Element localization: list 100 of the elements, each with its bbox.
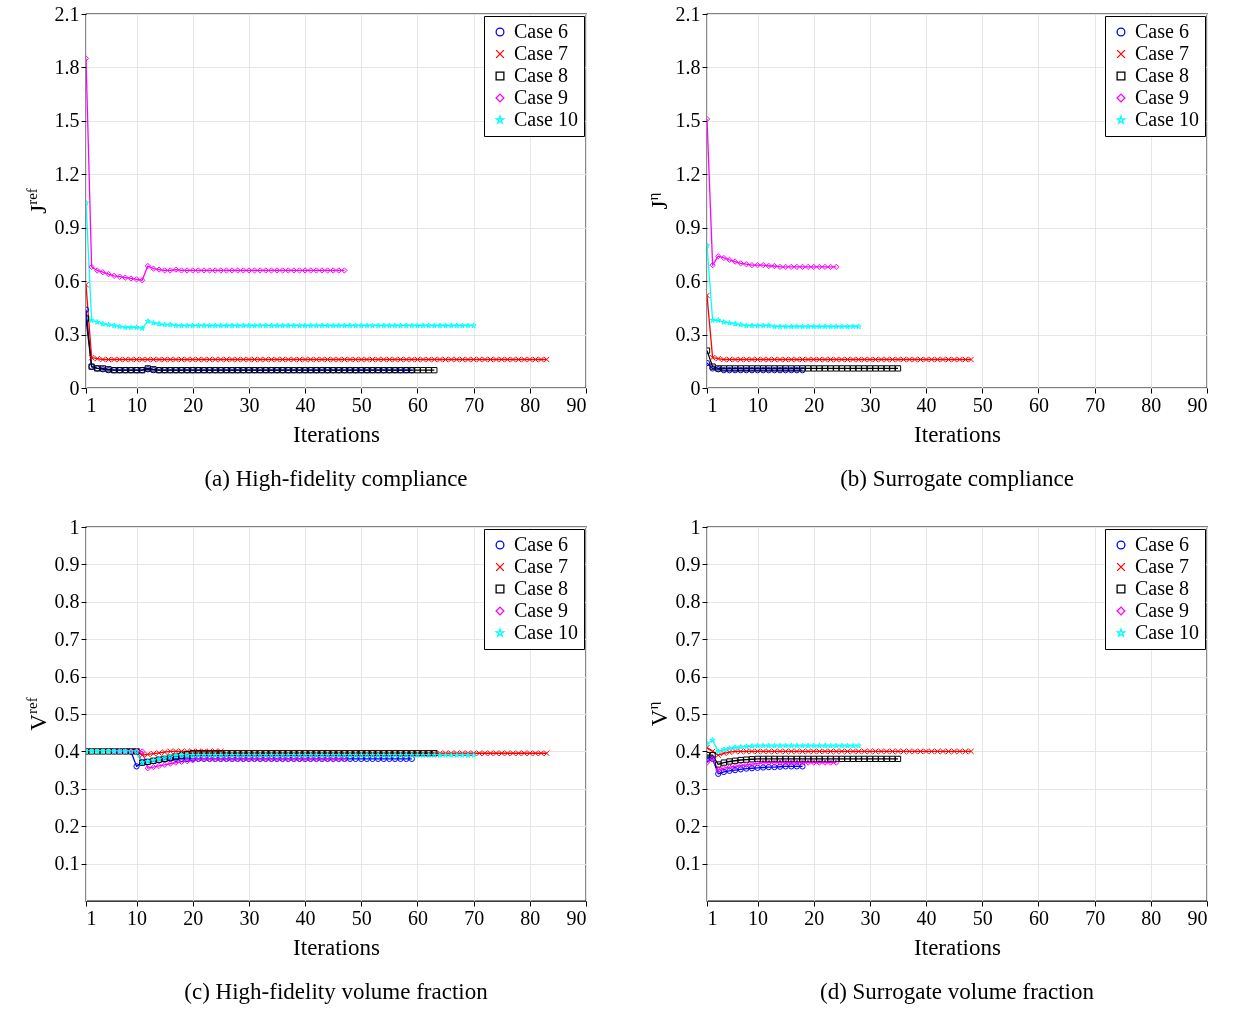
point bbox=[810, 748, 817, 755]
point bbox=[301, 267, 309, 274]
point bbox=[855, 755, 862, 763]
point bbox=[866, 748, 874, 755]
point bbox=[833, 742, 840, 749]
point bbox=[951, 356, 958, 363]
point bbox=[804, 263, 812, 271]
x-tick-label: 70 bbox=[464, 906, 485, 929]
point bbox=[318, 267, 326, 274]
point bbox=[737, 766, 744, 773]
point bbox=[285, 267, 292, 274]
point bbox=[872, 748, 879, 755]
x-tick-label: 60 bbox=[407, 906, 428, 929]
point bbox=[827, 323, 834, 330]
y-tick-label: 0.9 bbox=[675, 552, 701, 575]
point bbox=[245, 267, 253, 274]
point bbox=[917, 748, 924, 755]
point bbox=[816, 759, 823, 766]
point bbox=[139, 748, 146, 755]
point bbox=[782, 356, 789, 363]
point bbox=[928, 356, 935, 363]
y-tick-label: 1.8 bbox=[54, 55, 80, 78]
point bbox=[709, 737, 716, 743]
x-tick-label: 80 bbox=[1141, 906, 1162, 929]
point bbox=[731, 757, 739, 764]
point bbox=[883, 356, 890, 363]
y-tick-label: 0.7 bbox=[675, 627, 701, 650]
point bbox=[956, 356, 963, 363]
x-tick-label: 30 bbox=[239, 906, 260, 929]
point bbox=[324, 267, 331, 274]
point bbox=[737, 756, 744, 764]
point bbox=[737, 743, 744, 750]
point bbox=[906, 748, 913, 755]
point bbox=[799, 748, 806, 755]
point bbox=[726, 763, 733, 771]
y-tick-label: 1.5 bbox=[54, 109, 80, 132]
point bbox=[939, 748, 947, 755]
point bbox=[155, 266, 163, 273]
text: (d) Surrogate volume fraction bbox=[820, 979, 1095, 1004]
point bbox=[760, 764, 767, 771]
point bbox=[754, 760, 761, 767]
point bbox=[341, 267, 348, 274]
x-tick-label: 40 bbox=[295, 393, 316, 416]
point bbox=[189, 267, 196, 274]
point bbox=[833, 365, 840, 372]
point bbox=[279, 267, 286, 274]
point bbox=[743, 756, 750, 763]
point bbox=[878, 356, 885, 363]
point bbox=[788, 356, 795, 363]
point bbox=[771, 748, 778, 755]
point bbox=[821, 323, 828, 330]
point bbox=[206, 267, 213, 274]
point bbox=[290, 267, 298, 274]
y-tick-label: 0.3 bbox=[54, 323, 80, 346]
point bbox=[715, 317, 722, 323]
point bbox=[827, 263, 834, 271]
point bbox=[844, 755, 851, 763]
point bbox=[878, 365, 885, 372]
y-tick-label: 0 bbox=[690, 376, 701, 399]
point bbox=[754, 764, 761, 771]
point bbox=[731, 258, 739, 265]
point bbox=[793, 263, 801, 271]
point bbox=[771, 763, 778, 771]
point bbox=[833, 759, 840, 766]
point bbox=[821, 263, 829, 271]
point bbox=[234, 267, 241, 274]
point bbox=[866, 365, 874, 372]
point bbox=[144, 765, 151, 772]
point bbox=[771, 755, 778, 763]
point bbox=[760, 748, 767, 755]
y-tick-label: 0.5 bbox=[54, 702, 80, 725]
point bbox=[257, 267, 264, 274]
point bbox=[788, 763, 795, 770]
point bbox=[816, 263, 823, 271]
point bbox=[731, 763, 739, 770]
point bbox=[788, 742, 795, 749]
point bbox=[833, 748, 840, 755]
point bbox=[855, 365, 862, 372]
x-tick-label: 1 bbox=[707, 393, 718, 416]
point bbox=[737, 748, 744, 755]
x-tick-label: 10 bbox=[748, 906, 769, 929]
point bbox=[776, 755, 784, 763]
point bbox=[810, 356, 817, 363]
point bbox=[844, 748, 851, 755]
y-tick-label: 1.2 bbox=[675, 162, 701, 185]
point bbox=[821, 365, 829, 372]
point bbox=[335, 267, 342, 274]
legend-label: Case 8 bbox=[1135, 64, 1189, 86]
legend-label: Case 7 bbox=[514, 42, 568, 64]
y-tick-label: 0.8 bbox=[675, 590, 701, 613]
legend-label: Case 10 bbox=[1135, 108, 1199, 130]
point bbox=[307, 267, 314, 274]
point bbox=[720, 746, 727, 753]
point bbox=[760, 759, 767, 766]
x-tick-label: 50 bbox=[351, 393, 372, 416]
point bbox=[771, 356, 778, 363]
point bbox=[838, 755, 845, 763]
point bbox=[793, 755, 801, 763]
point bbox=[726, 256, 733, 263]
legend-label: Case 10 bbox=[1135, 621, 1199, 643]
